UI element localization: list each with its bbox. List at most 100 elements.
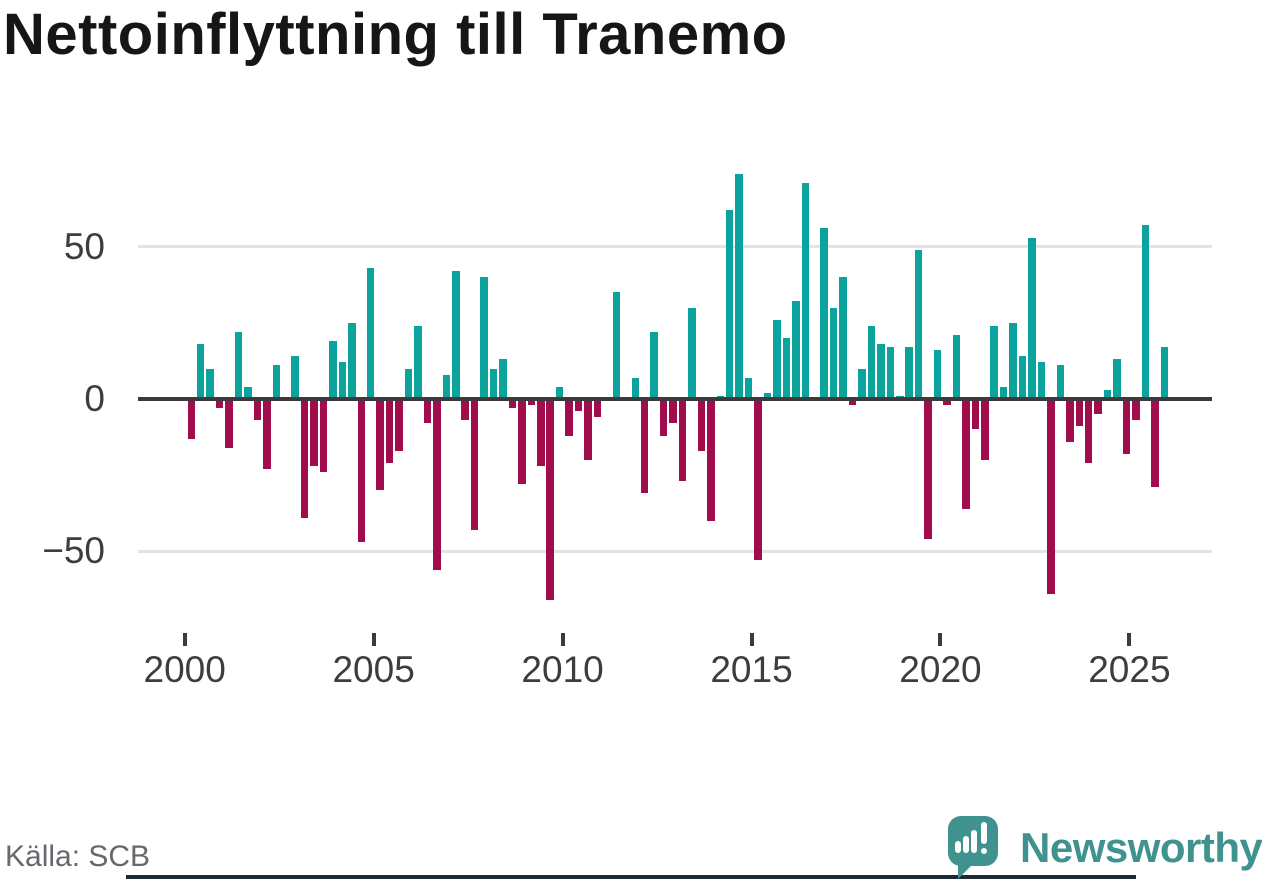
bar-2020Q4 <box>971 399 980 430</box>
logo-bar-icon-large <box>971 830 977 853</box>
bar-2023Q4 <box>1084 399 1093 463</box>
bar-2003Q1 <box>300 399 309 518</box>
x-axis-label-2025: 2025 <box>1088 649 1171 690</box>
bar-2009Q3 <box>546 399 554 601</box>
bar-2003Q3 <box>319 399 328 473</box>
bar-2021Q1 <box>981 399 989 460</box>
bar-2008Q4 <box>518 399 526 485</box>
bar-2005Q4 <box>404 368 413 399</box>
bar-2016Q4 <box>820 228 828 399</box>
bar-2024Q2 <box>1103 389 1112 399</box>
bar-2010Q3 <box>584 399 592 460</box>
y-axis-label-−50: −50 <box>42 530 105 572</box>
bar-2010Q4 <box>593 399 602 418</box>
x-axis-tick-2005 <box>371 633 376 646</box>
x-axis-label-2010: 2010 <box>521 649 604 690</box>
newsworthy-speech-bubble-chart-icon <box>948 816 998 866</box>
bar-2021Q3 <box>999 386 1008 399</box>
bar-2017Q4 <box>858 368 866 399</box>
bar-2019Q2 <box>914 249 923 399</box>
footer-accent-bar <box>126 875 1136 879</box>
bar-2016Q2 <box>801 182 810 399</box>
bar-2024Q3 <box>1113 359 1121 399</box>
bar-2012Q3 <box>659 399 668 436</box>
bar-2015Q2 <box>763 392 772 399</box>
bar-2020Q2 <box>952 335 961 399</box>
logo-bar-icon-medium <box>963 836 969 853</box>
bar-2012Q2 <box>650 331 658 399</box>
bar-2023Q3 <box>1075 399 1084 427</box>
bar-2025Q3 <box>1151 399 1159 488</box>
bar-2004Q2 <box>348 322 356 399</box>
x-axis-label-2015: 2015 <box>710 649 793 690</box>
bar-2002Q4 <box>291 356 299 399</box>
speech-bubble-tail-icon <box>958 863 974 879</box>
bar-2001Q1 <box>225 399 233 448</box>
x-axis-tick-2015 <box>749 633 754 646</box>
x-axis-tick-2000 <box>182 633 187 646</box>
bar-2002Q1 <box>263 399 271 470</box>
chart-title: Nettoinflyttning till Tranemo <box>3 2 788 67</box>
bar-2019Q3 <box>924 399 932 540</box>
x-axis-label-2000: 2000 <box>143 649 226 690</box>
bar-2023Q2 <box>1066 399 1074 442</box>
bar-2012Q1 <box>640 399 649 494</box>
gridline-−50 <box>138 550 1212 553</box>
bar-2002Q2 <box>272 365 281 399</box>
bar-2001Q4 <box>253 399 262 421</box>
bar-2023Q1 <box>1056 365 1065 399</box>
bar-2009Q2 <box>537 399 545 467</box>
logo-exclamation-dot-icon <box>981 848 987 854</box>
bar-2004Q1 <box>338 362 347 399</box>
bar-2014Q4 <box>744 377 753 399</box>
bar-2015Q1 <box>754 399 762 561</box>
bar-2013Q2 <box>688 307 696 399</box>
x-axis-tick-2010 <box>560 633 565 646</box>
bar-2005Q3 <box>395 399 403 451</box>
bar-2010Q2 <box>574 399 583 412</box>
bar-2011Q4 <box>631 377 639 399</box>
x-axis-label-2020: 2020 <box>899 649 982 690</box>
bar-2022Q3 <box>1037 362 1046 399</box>
bar-2000Q4 <box>215 399 224 409</box>
bar-2021Q4 <box>1009 322 1017 399</box>
y-axis-label-0: 0 <box>84 378 105 419</box>
bar-2010Q1 <box>565 399 573 436</box>
bar-2003Q4 <box>329 341 337 399</box>
bar-2011Q2 <box>612 292 621 399</box>
x-axis-label-2005: 2005 <box>332 649 415 690</box>
bar-2015Q4 <box>782 338 791 399</box>
newsworthy-wordmark: Newsworthy <box>1020 824 1262 871</box>
bar-2020Q1 <box>943 399 951 406</box>
bar-2017Q1 <box>829 307 838 399</box>
bar-2022Q2 <box>1028 237 1036 399</box>
bar-2019Q1 <box>905 347 913 399</box>
bar-2007Q4 <box>480 277 488 399</box>
logo-bar-icon-small <box>955 841 961 853</box>
source-text: Källa: SCB <box>5 840 151 873</box>
bar-2018Q2 <box>877 344 885 399</box>
bar-2007Q3 <box>470 399 479 531</box>
bar-2025Q1 <box>1132 399 1140 421</box>
bar-2008Q1 <box>489 368 498 399</box>
bar-2000Q3 <box>206 368 214 399</box>
bar-2006Q2 <box>423 399 432 424</box>
bar-2005Q1 <box>376 399 384 491</box>
bar-2009Q4 <box>555 386 564 399</box>
bar-2020Q3 <box>962 399 970 509</box>
bar-2006Q4 <box>442 374 451 399</box>
bar-2004Q4 <box>366 267 375 399</box>
bar-2004Q3 <box>357 399 366 543</box>
x-axis-tick-2020 <box>938 633 943 646</box>
bar-2000Q1 <box>187 399 195 439</box>
bar-2000Q2 <box>196 344 205 399</box>
x-axis-tick-2025 <box>1127 633 1132 646</box>
bar-2001Q2 <box>234 331 243 399</box>
bar-2014Q3 <box>735 173 743 399</box>
bar-2017Q3 <box>848 399 857 406</box>
bar-2006Q3 <box>433 399 441 570</box>
bar-2008Q2 <box>499 359 507 399</box>
bar-2013Q1 <box>678 399 687 482</box>
newsworthy-logo: Newsworthy <box>948 815 1262 879</box>
